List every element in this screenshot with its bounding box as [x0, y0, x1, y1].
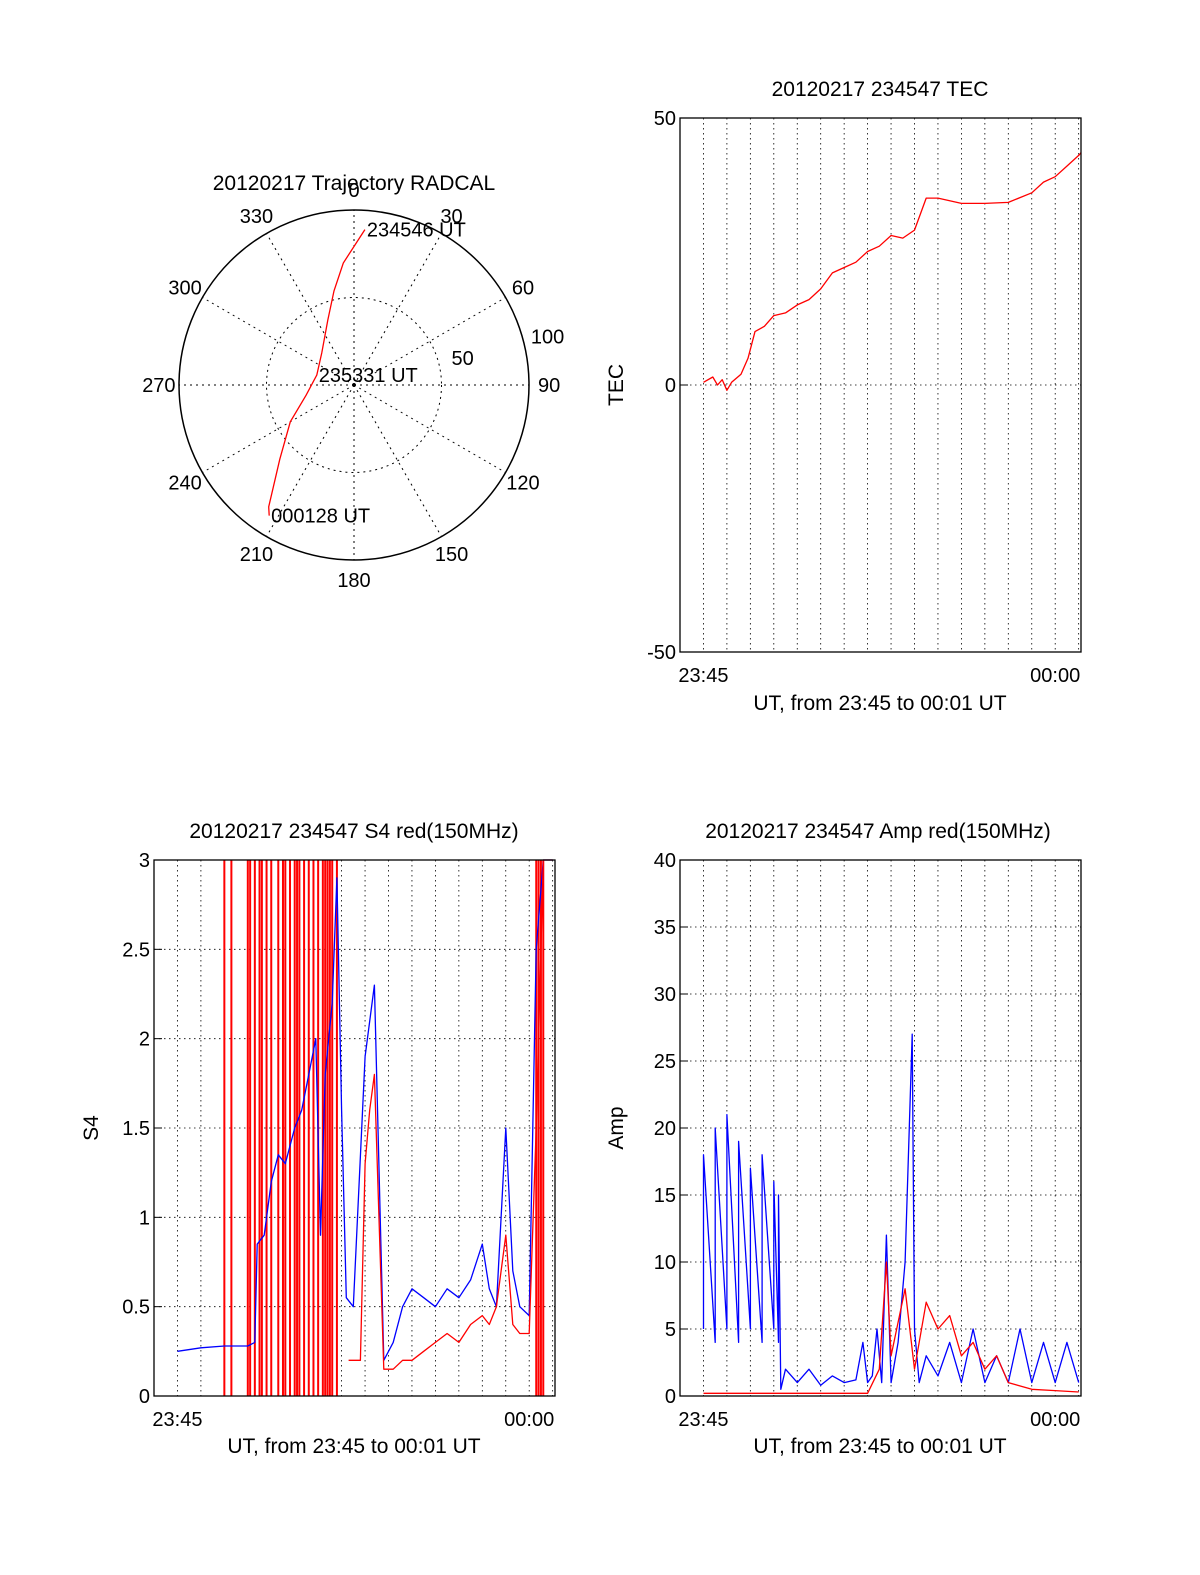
- polar-angle-label: 330: [240, 206, 273, 228]
- polar-annotation: 234546 UT: [367, 220, 466, 242]
- tec-xlabel: UT, from 23:45 to 00:01 UT: [753, 692, 1006, 715]
- amp-series: [702, 1033, 1080, 1394]
- polar-spoke-210: [266, 384, 355, 537]
- polar-spoke-120: [353, 384, 506, 473]
- polar-angle-label: 90: [538, 375, 560, 397]
- polar-annotations: 234546 UT 235331 UT 000128 UT: [271, 220, 466, 528]
- polar-angle-label: 150: [435, 544, 468, 566]
- polar-radial-label: 50: [452, 348, 474, 370]
- s4-y-tick-label: 0: [139, 1386, 150, 1408]
- tec-x-tick-label: 23:45: [678, 665, 728, 687]
- tec-y-tick-label: -50: [647, 642, 676, 664]
- amp-plot: 20120217 234547 Amp red(150MHz) 0 5 10 15 20…: [605, 820, 1082, 1458]
- amp-y-tick-label: 40: [654, 850, 676, 872]
- polar-angle-label: 210: [240, 544, 273, 566]
- amp-xlabel: UT, from 23:45 to 00:01 UT: [753, 1435, 1006, 1458]
- s4-y-ticks: 0 0.5 1 1.5 2 2.5 3: [122, 850, 162, 1408]
- amp-x-tick-label: 00:00: [1030, 1409, 1080, 1431]
- tec-y-tick-label: 50: [654, 108, 676, 130]
- s4-y-tick-label: 2.5: [122, 939, 150, 961]
- polar-angle-label: 30: [440, 206, 462, 228]
- tec-x-tick-label: 00:00: [1030, 665, 1080, 687]
- polar-annotation: 235331 UT: [319, 365, 418, 387]
- polar-title: 20120217 Trajectory RADCAL: [213, 172, 496, 195]
- s4-series-line: [348, 859, 553, 1370]
- amp-y-tick-label: 0: [665, 1386, 676, 1408]
- polar-trajectory-line: [268, 229, 366, 516]
- amp-y-tick-label: 15: [654, 1185, 676, 1207]
- trajectory-polar-plot: 20120217 Trajectory RADCAL 0 30 60 90 120 150…: [142, 172, 564, 592]
- polar-radial-labels: 50 100: [452, 327, 565, 370]
- polar-ring-50: [266, 297, 442, 473]
- tec-series: [703, 152, 1082, 391]
- amp-y-tick-label: 10: [654, 1252, 676, 1274]
- polar-spoke-240: [202, 384, 355, 473]
- s4-x-ticks: 23:45 00:00: [152, 1409, 554, 1431]
- amp-series-line: [702, 1033, 1080, 1390]
- s4-y-tick-label: 0.5: [122, 1297, 150, 1319]
- amp-ylabel: Amp: [605, 1106, 628, 1149]
- tec-y-ticks: 50 0 -50: [647, 108, 688, 664]
- amp-series-line: [703, 1261, 1079, 1394]
- polar-spoke-330: [266, 233, 355, 386]
- amp-grid: [679, 860, 1081, 1396]
- tec-series-line: [703, 152, 1082, 391]
- polar-angle-label: 180: [337, 570, 370, 592]
- s4-plot: 20120217 234547 S4 red(150MHz) 0 0.5 1 1.5 2…: [80, 820, 556, 1458]
- amp-x-tick-label: 23:45: [678, 1409, 728, 1431]
- polar-angle-label: 300: [168, 277, 201, 299]
- polar-trajectory: [268, 229, 366, 516]
- s4-grid: [153, 860, 555, 1396]
- s4-y-tick-label: 2: [139, 1029, 150, 1051]
- s4-x-tick-label: 23:45: [152, 1409, 202, 1431]
- s4-y-tick-label: 3: [139, 850, 150, 872]
- polar-grid: [178, 209, 530, 561]
- polar-angle-label: 120: [506, 473, 539, 495]
- polar-spoke-30: [353, 233, 442, 386]
- polar-radial-label: 100: [531, 327, 564, 349]
- s4-series-line: [177, 859, 553, 1361]
- amp-y-tick-label: 5: [665, 1319, 676, 1341]
- tec-y-tick-label: 0: [665, 375, 676, 397]
- s4-xlabel: UT, from 23:45 to 00:01 UT: [227, 1435, 480, 1458]
- s4-y-tick-label: 1: [139, 1207, 150, 1229]
- polar-angle-label: 240: [168, 473, 201, 495]
- polar-spoke-300: [202, 297, 355, 386]
- tec-grid: [679, 118, 1081, 652]
- s4-ylabel: S4: [80, 1115, 103, 1141]
- polar-angle-label: 270: [142, 375, 175, 397]
- polar-angle-label: 60: [512, 277, 534, 299]
- amp-y-ticks: 0 5 10 15 20 25 30 35 40: [654, 850, 688, 1408]
- tec-x-ticks: 23:45 00:00: [678, 665, 1080, 687]
- amp-y-tick-label: 30: [654, 984, 676, 1006]
- amp-title: 20120217 234547 Amp red(150MHz): [705, 820, 1051, 843]
- polar-annotation: 000128 UT: [271, 506, 370, 528]
- amp-y-tick-label: 35: [654, 917, 676, 939]
- s4-x-tick-label: 00:00: [504, 1409, 554, 1431]
- polar-angle-label: 0: [348, 180, 359, 202]
- tec-plot: 20120217 234547 TEC 50 0 -50 23:45 00:00 UT…: [605, 78, 1082, 715]
- s4-y-tick-label: 1.5: [122, 1118, 150, 1140]
- polar-spoke-150: [353, 384, 442, 537]
- tec-ylabel: TEC: [605, 364, 628, 406]
- tec-title: 20120217 234547 TEC: [772, 78, 989, 101]
- amp-y-tick-label: 20: [654, 1118, 676, 1140]
- amp-x-ticks: 23:45 00:00: [678, 1409, 1080, 1431]
- amp-y-tick-label: 25: [654, 1051, 676, 1073]
- polar-spoke-60: [353, 297, 506, 386]
- s4-title: 20120217 234547 S4 red(150MHz): [189, 820, 518, 843]
- s4-series: [177, 859, 553, 1370]
- polar-angle-labels: 0 30 60 90 120 150 180 210 240 270 300 330: [142, 180, 560, 592]
